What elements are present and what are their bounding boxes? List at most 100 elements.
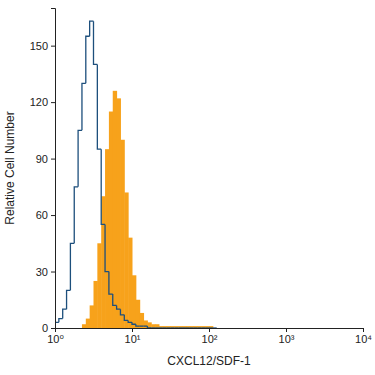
- tick: 150: [30, 40, 55, 52]
- histogram-step: [155, 327, 159, 328]
- histogram-bar: [59, 328, 63, 329]
- histogram-bar: [167, 326, 171, 328]
- tick-mark: [51, 46, 55, 47]
- histogram-step: [197, 327, 201, 328]
- tick: 60: [36, 209, 55, 221]
- tick-mark: [209, 328, 210, 332]
- tick-label: 10¹: [125, 333, 141, 345]
- histogram-step: [132, 322, 136, 324]
- tick-label: 10²: [202, 333, 218, 345]
- tick-mark: [51, 215, 55, 216]
- tick-mark: [51, 328, 55, 329]
- histogram-bar: [132, 275, 136, 328]
- tick-mark: [51, 102, 55, 103]
- histogram-step: [63, 309, 67, 318]
- histogram-bar: [140, 313, 144, 328]
- histogram-bar: [170, 326, 174, 328]
- histogram-step: [170, 327, 174, 328]
- histogram-step: [101, 149, 105, 224]
- histogram-bar: [86, 319, 90, 328]
- y-axis: 0 30 60 90 120 150: [30, 9, 56, 335]
- tick-mark: [51, 272, 55, 273]
- tick-mark: [363, 328, 364, 332]
- histogram-bar: [128, 238, 132, 328]
- series: [55, 21, 217, 328]
- histogram-bar: [93, 281, 97, 328]
- histogram-bar: [163, 326, 167, 328]
- histogram-bar: [213, 328, 217, 329]
- histogram-bar: [155, 324, 159, 328]
- histogram-step: [167, 327, 171, 328]
- histogram-step: [70, 243, 74, 290]
- histogram-bar: [78, 328, 82, 329]
- histogram-step: [190, 327, 194, 328]
- tick: 90: [36, 153, 55, 165]
- histogram-bar: [174, 326, 178, 328]
- histogram-step: [205, 327, 209, 328]
- histogram-step: [59, 319, 63, 323]
- tick: 120: [30, 96, 55, 108]
- axis-line: [51, 9, 56, 329]
- tick-mark: [51, 159, 55, 160]
- tick-label: 30: [36, 266, 48, 278]
- histogram-bar: [186, 326, 190, 328]
- tick-label: 60: [36, 209, 48, 221]
- tick: 10⁰: [47, 328, 64, 345]
- histogram-bar: [205, 326, 209, 328]
- histogram-bar: [120, 140, 124, 328]
- histogram-bar: [159, 326, 163, 328]
- histogram-step: [213, 327, 217, 328]
- histogram-step: [174, 327, 178, 328]
- histogram-bar: [194, 326, 198, 328]
- histogram-bar: [74, 328, 78, 329]
- tick-label: 120: [30, 96, 48, 108]
- histogram-bar: [151, 324, 155, 328]
- tick-label: 10³: [279, 333, 295, 345]
- histogram-bar: [209, 326, 213, 328]
- histogram-step: [163, 327, 167, 328]
- histogram-step: [117, 305, 121, 309]
- tick: 0: [42, 322, 55, 334]
- x-axis: 10⁰ 10¹ 10² 10³ 10⁴: [47, 328, 372, 345]
- histogram-bar: [63, 328, 67, 329]
- marks: [55, 21, 217, 328]
- tick-label: 10⁰: [47, 333, 64, 345]
- histogram-bar: [124, 192, 128, 328]
- tick-label: 150: [30, 40, 48, 52]
- histogram-bar: [67, 328, 71, 329]
- histogram-step: [113, 294, 117, 305]
- tick-mark: [132, 328, 133, 332]
- histogram-step: [159, 327, 163, 328]
- tick-mark: [286, 328, 287, 332]
- histogram-bar: [147, 322, 151, 328]
- series: [82, 91, 213, 328]
- histogram-bar: [117, 98, 121, 328]
- histogram-step: [186, 327, 190, 328]
- histogram-bar: [82, 324, 86, 328]
- histogram-step: [82, 83, 86, 130]
- histogram-bar: [190, 326, 194, 328]
- histogram-step: [120, 309, 124, 315]
- tick-label: 10⁴: [355, 333, 372, 345]
- histogram-step: [93, 21, 97, 64]
- histogram-bar: [182, 326, 186, 328]
- histogram-step: [74, 187, 78, 243]
- tick-label: 90: [36, 153, 48, 165]
- histogram-step: [178, 327, 182, 328]
- histogram-step: [124, 315, 128, 321]
- tick: 10⁴: [355, 328, 372, 345]
- histogram-step: [67, 290, 71, 309]
- axis-line: [56, 329, 364, 333]
- chart: 10⁰ 10¹ 10² 10³ 10⁴ 0 30 60 90 120 150 CXCL12/SDF-1…: [0, 0, 375, 375]
- histogram-step: [194, 327, 198, 328]
- histogram-bar: [70, 328, 74, 329]
- histogram-bar: [90, 305, 94, 328]
- histogram-step: [147, 326, 151, 328]
- x-axis-title: CXCL12/SDF-1: [167, 354, 251, 368]
- histogram-step: [128, 320, 132, 322]
- histogram-bar: [136, 300, 140, 328]
- y-axis-title: Relative Cell Number: [3, 111, 17, 224]
- histogram-bar: [97, 243, 101, 328]
- tick-label: 0: [42, 322, 48, 334]
- tick: 10²: [202, 328, 218, 345]
